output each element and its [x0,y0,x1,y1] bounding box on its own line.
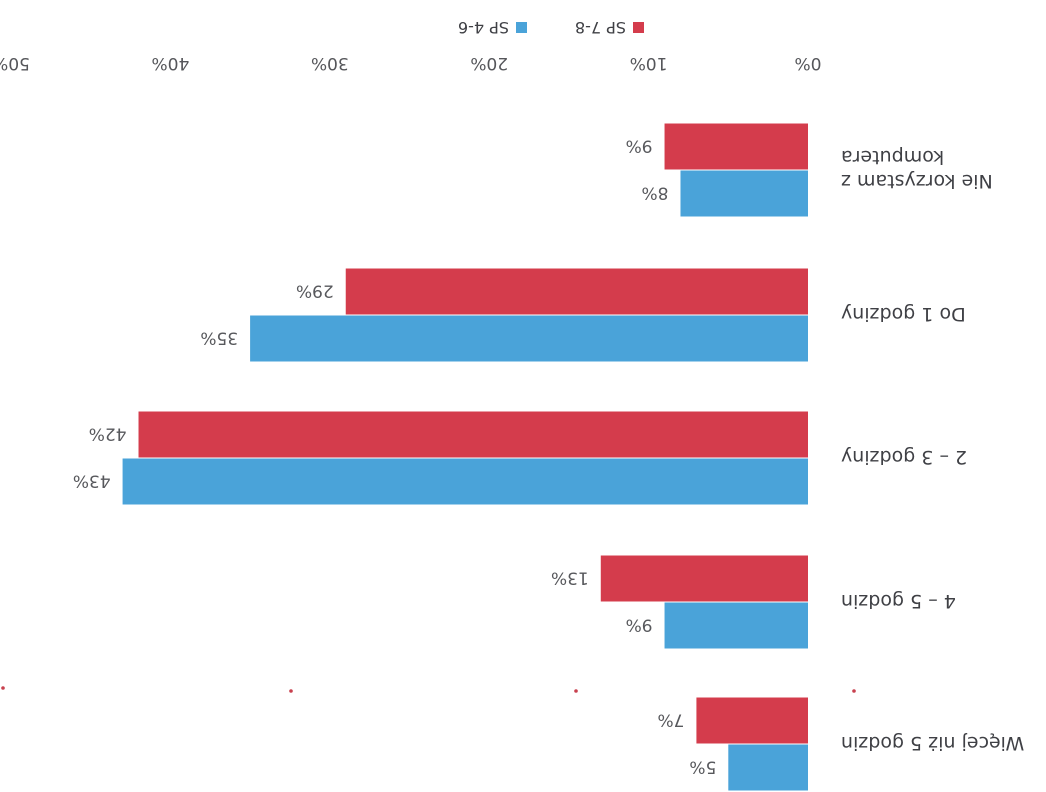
scan-dot-mark [852,689,856,693]
legend-swatch [516,22,527,33]
value-label: 8% [641,183,668,203]
bar-sp-4-6 [680,170,808,217]
category-label: Więcej niż 5 godzin [841,732,1024,754]
scan-dot-mark [1,686,5,690]
value-label: 13% [551,568,589,588]
bar-sp-7-8 [696,697,808,744]
bar-sp-4-6 [728,744,808,791]
x-tick-label: 30% [311,53,349,73]
value-label: 42% [89,424,127,444]
bar-sp-4-6 [250,315,808,362]
bar-sp-7-8 [600,555,808,602]
value-label: 43% [73,471,111,491]
legend-label: SP 4-6 [458,18,509,37]
x-tick-label: 0% [795,53,822,73]
category-label: 2 – 3 godziny [841,446,967,468]
legend-swatch [633,22,644,33]
value-label: 9% [626,615,653,635]
bar-sp-7-8 [664,123,808,170]
category-label: Do 1 godziny [841,303,966,325]
x-tick-label: 20% [470,53,508,73]
x-tick-label: 10% [630,53,668,73]
value-label: 29% [296,281,334,301]
bar-sp-7-8 [345,268,808,315]
value-label: 7% [657,710,684,730]
x-tick-label: 50% [0,53,30,73]
category-label: komputera [841,146,944,168]
scan-dot-mark [289,689,293,693]
value-label: 9% [626,136,653,156]
x-tick-label: 40% [152,53,190,73]
category-label: 4 – 5 godzin [841,590,956,612]
bar-sp-4-6 [664,602,808,649]
scan-dot-mark [574,689,578,693]
category-label: Nie korzystam z [841,170,993,192]
value-label: 35% [200,328,238,348]
legend-label: SP 7-8 [575,18,626,37]
bar-sp-4-6 [122,458,808,505]
bar-sp-7-8 [138,411,808,458]
value-label: 5% [689,757,716,777]
